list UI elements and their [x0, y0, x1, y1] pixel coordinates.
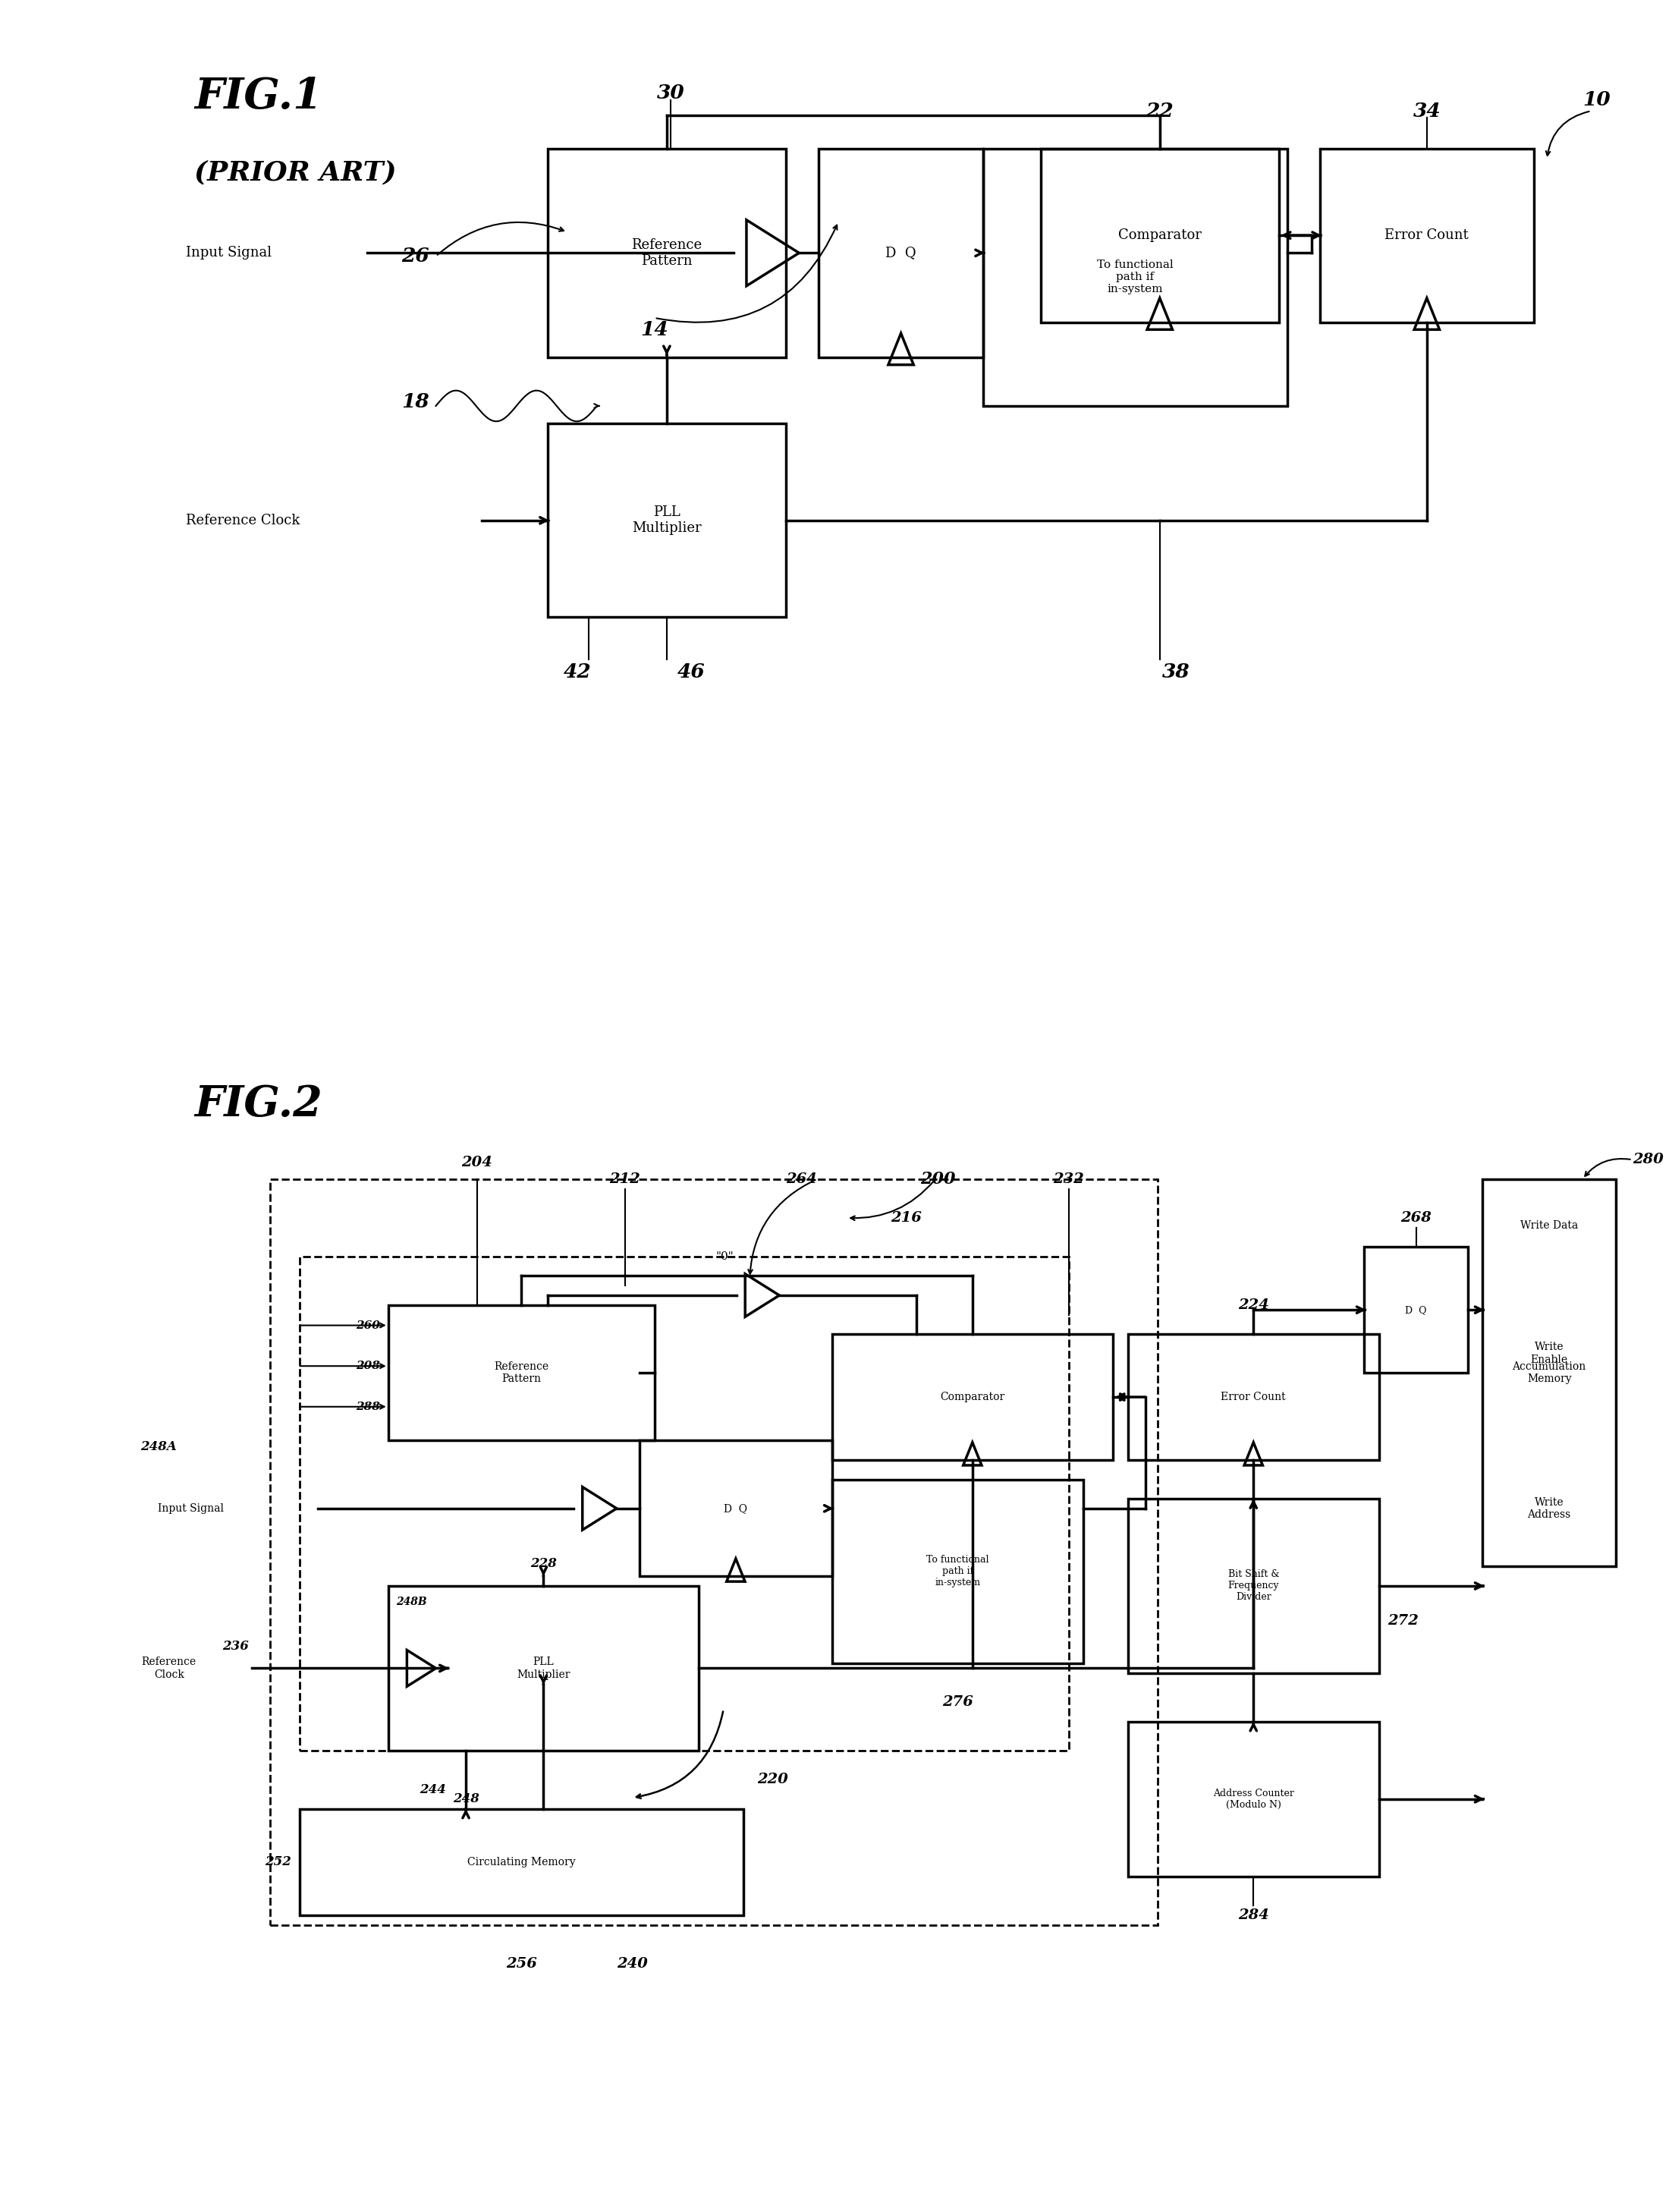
Bar [833, 1480, 1083, 1663]
Text: FIG.1: FIG.1 [194, 75, 323, 117]
Text: 272: 272 [1388, 1615, 1418, 1628]
Text: 200: 200 [921, 1170, 956, 1188]
Text: D  Q: D Q [886, 246, 916, 259]
Text: 224: 224 [1237, 1298, 1269, 1312]
Text: 220: 220 [757, 1772, 788, 1787]
Text: 248B: 248B [396, 1597, 428, 1608]
Bar [1483, 1179, 1615, 1566]
Text: 248: 248 [453, 1792, 480, 1805]
Text: 260: 260 [356, 1321, 380, 1332]
Text: 34: 34 [1413, 102, 1441, 119]
Text: 38: 38 [1162, 664, 1190, 681]
Text: 236: 236 [222, 1639, 249, 1652]
Text: Error Count: Error Count [1384, 228, 1468, 241]
Text: Reference
Pattern: Reference Pattern [632, 239, 702, 268]
Bar [388, 1586, 699, 1750]
Text: 10: 10 [1583, 91, 1610, 108]
Bar [548, 148, 786, 358]
Bar [833, 1334, 1114, 1460]
Text: Reference Clock: Reference Clock [186, 513, 299, 526]
Text: (PRIOR ART): (PRIOR ART) [194, 159, 396, 186]
Text: 248A: 248A [140, 1440, 176, 1453]
Bar [640, 1440, 833, 1577]
Text: 288: 288 [356, 1402, 380, 1411]
Text: 46: 46 [677, 664, 706, 681]
Text: 204: 204 [461, 1155, 493, 1170]
Text: 256: 256 [507, 1958, 537, 1971]
Bar [1319, 148, 1533, 323]
Text: 232: 232 [1053, 1172, 1083, 1186]
Text: 228: 228 [530, 1557, 557, 1571]
Bar [269, 1179, 1157, 1924]
Text: To functional
path if
in-system: To functional path if in-system [1097, 259, 1174, 294]
Text: 276: 276 [941, 1694, 973, 1710]
Text: 240: 240 [617, 1958, 647, 1971]
Bar [1040, 148, 1279, 323]
Bar [819, 148, 983, 358]
Text: 244: 244 [420, 1783, 446, 1796]
Bar [1127, 1721, 1379, 1876]
Text: Circulating Memory: Circulating Memory [466, 1856, 575, 1867]
Text: 284: 284 [1237, 1909, 1269, 1922]
Text: 18: 18 [401, 392, 430, 411]
Text: Input Signal: Input Signal [159, 1504, 224, 1513]
Bar [299, 1256, 1068, 1750]
Text: D  Q: D Q [1406, 1305, 1426, 1314]
Text: 280: 280 [1632, 1152, 1664, 1166]
Bar [1127, 1334, 1379, 1460]
Text: Error Count: Error Count [1221, 1391, 1286, 1402]
Text: 26: 26 [401, 248, 430, 265]
Text: Input Signal: Input Signal [186, 246, 273, 259]
Text: Write
Enable: Write Enable [1530, 1343, 1568, 1365]
Text: PLL
Multiplier: PLL Multiplier [632, 507, 702, 535]
Text: 208: 208 [356, 1360, 380, 1371]
Text: PLL
Multiplier: PLL Multiplier [517, 1657, 570, 1679]
Text: 268: 268 [1401, 1210, 1431, 1225]
Text: Accumulation
Memory: Accumulation Memory [1513, 1360, 1587, 1385]
Text: "0": "0" [716, 1252, 734, 1263]
Text: Reference
Clock: Reference Clock [142, 1657, 196, 1679]
Bar [1127, 1500, 1379, 1672]
Text: D  Q: D Q [724, 1504, 747, 1513]
Bar [388, 1305, 654, 1440]
Text: Reference
Pattern: Reference Pattern [493, 1360, 548, 1385]
Text: Write Data: Write Data [1520, 1221, 1578, 1230]
Text: Address Counter
(Modulo N): Address Counter (Modulo N) [1212, 1787, 1294, 1809]
Text: 14: 14 [640, 321, 669, 338]
Text: 42: 42 [563, 664, 592, 681]
Text: Bit Shift &
Frequency
Divider: Bit Shift & Frequency Divider [1227, 1571, 1279, 1601]
Text: 212: 212 [609, 1172, 640, 1186]
Text: To functional
path if
in-system: To functional path if in-system [926, 1555, 988, 1588]
Text: 216: 216 [891, 1210, 921, 1225]
Bar [548, 422, 786, 617]
Text: 252: 252 [264, 1856, 291, 1869]
Bar [299, 1809, 742, 1916]
Bar [1364, 1248, 1468, 1374]
Text: 30: 30 [657, 84, 686, 102]
Text: Write
Address: Write Address [1528, 1498, 1572, 1520]
Text: Comparator: Comparator [940, 1391, 1005, 1402]
Text: Comparator: Comparator [1119, 228, 1202, 241]
Text: FIG.2: FIG.2 [194, 1084, 323, 1126]
Text: 22: 22 [1145, 102, 1174, 119]
Text: 264: 264 [786, 1172, 818, 1186]
Bar [983, 148, 1287, 407]
